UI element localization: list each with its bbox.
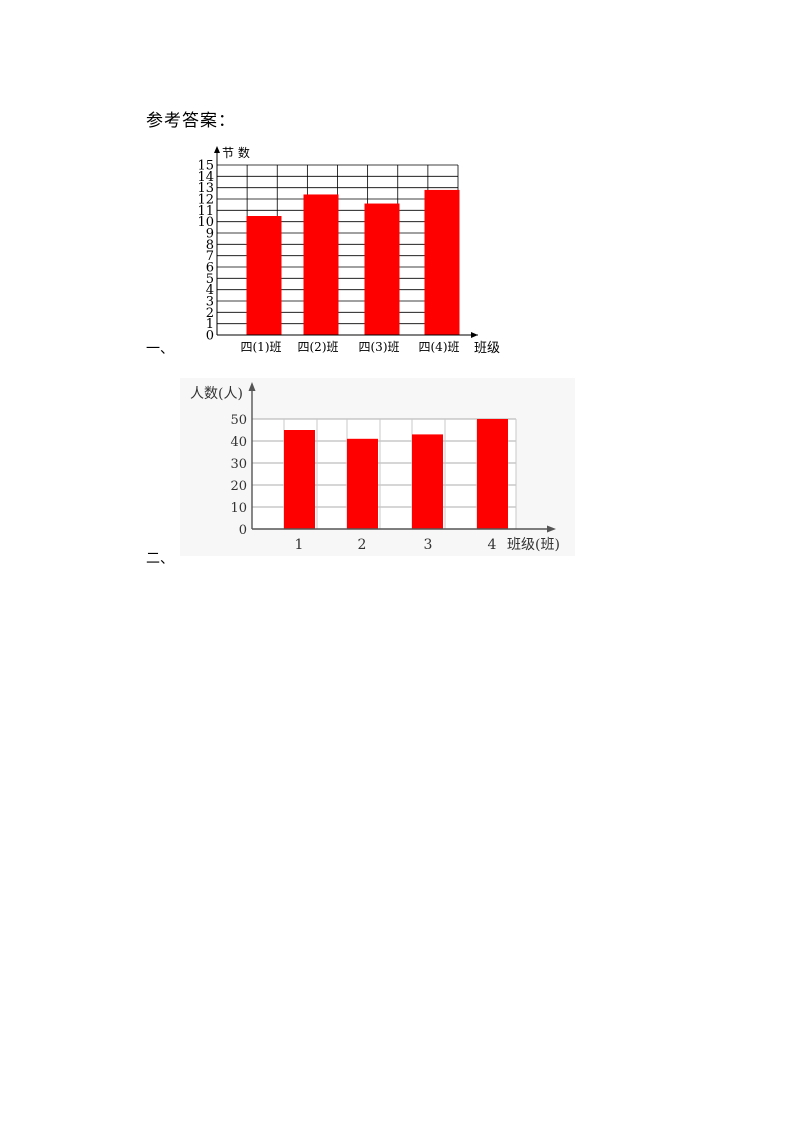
question-1-number: 一、 [146,341,174,357]
chart1-y-tick-label: 10 [197,215,214,230]
chart1-x-axis-title: 班级 [474,341,500,356]
chart2-y-tick-label: 50 [230,413,247,428]
chart2-x-category-label: 3 [424,537,433,553]
chart2-bar [412,434,443,529]
chart1-y-tick-label: 4 [206,283,214,298]
chart-class-students: 0 10 20 30 40 50 人数(人) 班级(班) 1 2 3 4 [180,378,575,556]
chart1-y-tick-label: 8 [206,238,214,253]
chart2-y-tick-label: 30 [230,457,247,472]
chart1-y-tick-label: 11 [197,204,214,219]
chart2-bar [347,438,378,529]
chart1-y-tick-label: 13 [197,181,214,196]
chart1-x-category-label: 四(3)班 [359,340,400,354]
chart2-y-tick-label: 0 [239,523,247,538]
chart1-y-tick-label: 5 [206,272,214,287]
chart2-x-axis-title: 班级(班) [507,537,560,553]
chart2-x-category-label: 4 [488,537,497,553]
chart1-x-category-label: 四(1)班 [241,340,282,354]
chart2-y-axis-title: 人数(人) [190,386,243,402]
chart2-y-tick-label: 10 [230,501,247,516]
chart1-bar [303,194,339,335]
chart1-y-tick-label: 7 [206,249,214,264]
chart2-x-arrow [547,525,556,533]
chart1-y-axis-title: 节 数 [222,145,250,160]
chart2-y-tick-label: 20 [230,479,247,494]
chart1-bar [424,189,460,335]
chart1-y-tick-label: 0 [206,329,214,344]
chart2-x-category-label: 2 [358,537,367,553]
chart1-y-tick-label: 15 [197,159,214,174]
chart1-x-category-label: 四(2)班 [298,340,339,354]
page-heading: 参考答案： [146,111,236,131]
chart1-y-tick-label: 9 [206,227,214,242]
chart1-y-tick-label: 6 [206,261,214,276]
chart1-y-arrow [214,146,220,153]
chart2-bar [284,430,315,529]
chart1-y-tick-label: 1 [206,317,214,332]
question-2-number: 二、 [146,551,174,567]
chart2-bar [477,419,508,529]
chart1-bar [246,216,282,335]
chart2-y-arrow [248,382,256,391]
chart2-x-category-label: 1 [295,537,304,553]
chart1-y-tick-label: 2 [206,306,214,321]
chart2-y-tick-label: 40 [230,435,247,450]
chart1-bar [364,203,400,335]
chart1-x-category-label: 四(4)班 [419,340,460,354]
chart1-x-arrow [471,332,478,338]
chart1-y-tick-label: 3 [206,295,214,310]
chart1-y-tick-label: 14 [197,170,214,185]
chart1-y-tick-label: 12 [197,193,214,208]
